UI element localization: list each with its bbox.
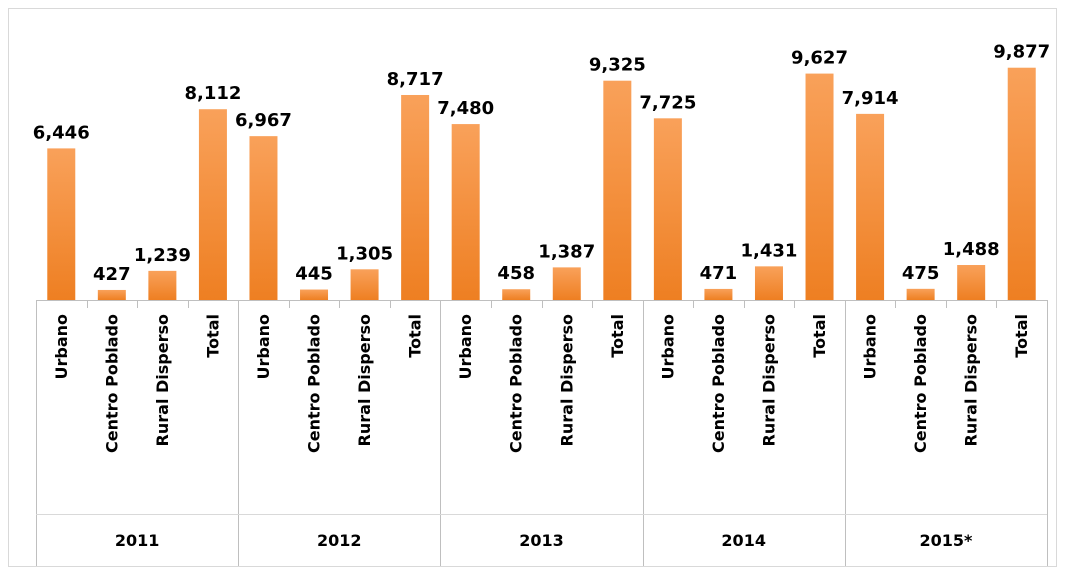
category-tick-label: Total	[203, 314, 222, 358]
bar	[704, 288, 733, 300]
category-tick-label: Centro Poblado	[102, 314, 121, 453]
category-tick-label: Urbano	[254, 314, 273, 380]
data-label: 427	[93, 264, 131, 285]
data-label: 1,387	[538, 241, 595, 262]
bar	[906, 288, 935, 300]
axis-layer	[36, 300, 1048, 566]
data-label: 8,112	[184, 83, 241, 104]
bar-layer	[47, 67, 1036, 301]
data-label: 6,446	[33, 122, 90, 143]
bar	[856, 113, 885, 300]
category-tick-label: Total	[406, 314, 425, 358]
category-tick-label: Rural Disperso	[153, 314, 172, 446]
group-label: 2015*	[919, 531, 973, 550]
data-label: 475	[902, 263, 940, 284]
category-tick-label: Total	[608, 314, 627, 358]
category-tick-label: Rural Disperso	[355, 314, 374, 446]
bar	[805, 73, 834, 300]
bar	[148, 270, 177, 300]
bar	[957, 265, 986, 300]
category-tick-label: Centro Poblado	[305, 314, 324, 453]
data-label: 1,239	[134, 245, 191, 266]
category-tick-label: Centro Poblado	[911, 314, 930, 453]
bar	[1007, 67, 1036, 300]
bar	[451, 124, 480, 300]
category-tick-label: Rural Disperso	[557, 314, 576, 446]
category-tick-label: Rural Disperso	[962, 314, 981, 446]
data-label: 7,914	[842, 88, 899, 109]
bar	[653, 118, 682, 300]
category-tick-label: Urbano	[658, 314, 677, 380]
data-label: 9,627	[791, 48, 848, 69]
category-tick-label: Total	[1012, 314, 1031, 358]
category-tick-label: Centro Poblado	[709, 314, 728, 453]
bar	[502, 289, 531, 300]
data-label: 1,488	[943, 239, 1000, 260]
bar	[350, 269, 379, 300]
data-label: 1,431	[741, 240, 798, 261]
category-tick-label: Urbano	[52, 314, 71, 380]
data-label: 8,717	[387, 69, 444, 90]
group-label: 2014	[721, 531, 766, 550]
bar	[97, 289, 126, 300]
group-label: 2011	[115, 531, 160, 550]
data-label: 471	[700, 263, 738, 284]
bar	[401, 94, 430, 300]
group-label: 2013	[519, 531, 564, 550]
category-tick-label: Urbano	[861, 314, 880, 380]
bar	[552, 267, 581, 300]
category-tick-label: Total	[810, 314, 829, 358]
data-label: 6,967	[235, 110, 292, 131]
bar	[198, 109, 227, 301]
category-tick-label: Urbano	[456, 314, 475, 380]
bar	[603, 80, 632, 300]
data-label: 7,725	[639, 92, 696, 113]
data-label: 1,305	[336, 243, 393, 264]
data-label: 9,325	[589, 55, 646, 76]
data-label: 458	[497, 263, 535, 284]
group-label: 2012	[317, 531, 362, 550]
label-layer: 6,446 Urbano 427 Centro Poblado 1,239 Rural D…	[33, 42, 1050, 550]
bar	[754, 266, 783, 300]
data-label: 445	[295, 264, 333, 285]
data-label: 9,877	[993, 42, 1050, 63]
category-tick-label: Rural Disperso	[759, 314, 778, 446]
bar	[300, 289, 329, 300]
bar	[249, 136, 278, 300]
bar	[47, 148, 76, 300]
data-label: 7,480	[437, 98, 494, 119]
category-tick-label: Centro Poblado	[507, 314, 526, 453]
